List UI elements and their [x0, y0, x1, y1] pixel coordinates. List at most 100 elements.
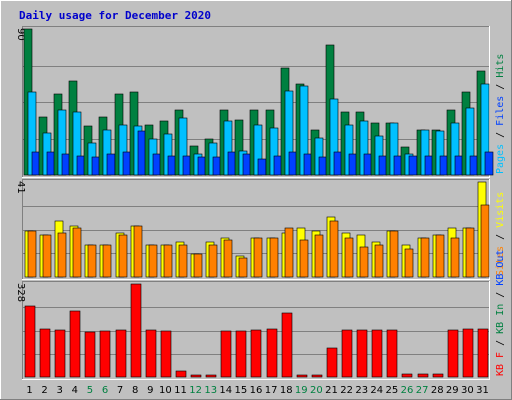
- bar-kb-f-day-8: [130, 283, 142, 378]
- x-tick-day-6: 6: [102, 385, 108, 396]
- y-max-label: 328: [15, 283, 26, 302]
- bar-kb-f-day-18: [281, 312, 293, 378]
- x-tick-day-3: 3: [57, 385, 63, 396]
- x-tick-day-4: 4: [72, 385, 78, 396]
- series-legend: Sites / Visits: [495, 192, 506, 276]
- bar-sites-day-12: [193, 253, 203, 278]
- x-tick-day-13: 13: [204, 385, 217, 396]
- bar-sites-day-16: [253, 237, 263, 278]
- x-tick-day-18: 18: [280, 385, 293, 396]
- bar-sites-day-9: [148, 244, 158, 278]
- legend-part: Pages: [495, 144, 506, 174]
- bar-sites-day-15: [238, 257, 248, 278]
- bar-pages-day-16: [257, 158, 267, 176]
- x-tick-day-8: 8: [132, 385, 138, 396]
- bar-kb-f-day-11: [175, 370, 187, 378]
- x-tick-day-19: 19: [295, 385, 308, 396]
- bar-kb-f-day-26: [401, 373, 413, 378]
- bar-sites-day-22: [344, 237, 354, 278]
- bar-sites-day-1: [27, 230, 37, 278]
- bar-kb-f-day-9: [145, 329, 157, 378]
- bar-sites-day-19: [299, 239, 309, 278]
- series-legend: KB F / KB In / KB Out: [495, 250, 506, 376]
- bar-sites-day-29: [450, 237, 460, 278]
- x-tick-day-29: 29: [446, 385, 459, 396]
- panel-hits-files-pages: 90 Pages / Files / Hits: [15, 26, 506, 178]
- x-tick-day-2: 2: [41, 385, 47, 396]
- x-tick-day-24: 24: [370, 385, 383, 396]
- bar-sites-day-25: [389, 230, 399, 278]
- bar-kb-f-day-28: [432, 373, 444, 378]
- bar-sites-day-31: [480, 204, 490, 278]
- x-tick-day-25: 25: [386, 385, 399, 396]
- bar-sites-day-23: [359, 246, 369, 278]
- x-tick-day-22: 22: [340, 385, 353, 396]
- bar-pages-day-6: [106, 153, 116, 176]
- bar-kb-f-day-24: [371, 329, 383, 378]
- y-max-label: 41: [15, 181, 26, 194]
- bar-kb-f-day-1: [24, 305, 36, 378]
- bar-kb-f-day-2: [39, 328, 51, 378]
- bar-kb-f-day-25: [386, 329, 398, 378]
- bar-kb-f-day-23: [356, 329, 368, 378]
- x-tick-day-17: 17: [265, 385, 278, 396]
- bar-kb-f-day-21: [326, 347, 338, 378]
- bar-kb-f-day-20: [311, 374, 323, 378]
- bar-sites-day-13: [208, 244, 218, 278]
- x-tick-day-1: 1: [26, 385, 32, 396]
- bar-kb-f-day-13: [205, 374, 217, 378]
- bar-sites-day-26: [404, 248, 414, 278]
- legend-part: /: [495, 286, 506, 304]
- bar-kb-f-day-7: [115, 329, 127, 378]
- bar-kb-f-day-14: [220, 330, 232, 378]
- x-tick-day-9: 9: [147, 385, 153, 396]
- bar-sites-day-17: [269, 237, 279, 278]
- bar-sites-day-24: [374, 244, 384, 278]
- panel-kb: 328 KB F / KB In / KB Out: [15, 250, 506, 380]
- bar-sites-day-5: [87, 244, 97, 278]
- legend-part: KB Out: [495, 250, 506, 286]
- bar-kb-f-day-15: [235, 330, 247, 378]
- bar-sites-day-2: [42, 234, 52, 278]
- legend-part: Visits: [495, 192, 506, 228]
- legend-part: /: [495, 78, 506, 96]
- x-tick-day-26: 26: [401, 385, 414, 396]
- bar-sites-day-11: [178, 244, 188, 278]
- x-tick-day-15: 15: [235, 385, 248, 396]
- x-tick-day-5: 5: [87, 385, 93, 396]
- bar-kb-f-day-29: [447, 329, 459, 378]
- bar-kb-f-day-27: [417, 373, 429, 378]
- y-max-label: 90: [15, 28, 26, 41]
- bar-kb-f-day-17: [266, 328, 278, 378]
- bar-sites-day-8: [133, 225, 143, 278]
- bar-kb-f-day-12: [190, 374, 202, 378]
- bar-kb-f-day-22: [341, 329, 353, 378]
- x-tick-day-28: 28: [431, 385, 444, 396]
- bar-sites-day-30: [465, 227, 475, 278]
- legend-part: Sites: [495, 246, 506, 276]
- bar-sites-day-14: [223, 239, 233, 278]
- bar-kb-f-day-31: [477, 328, 489, 378]
- x-tick-day-11: 11: [174, 385, 187, 396]
- legend-part: /: [495, 126, 506, 144]
- chart-title: Daily usage for December 2020: [19, 9, 211, 22]
- bar-sites-day-18: [284, 227, 294, 278]
- x-tick-day-30: 30: [461, 385, 474, 396]
- bar-pages-day-31: [484, 151, 494, 176]
- bar-sites-day-28: [435, 234, 445, 278]
- x-tick-day-23: 23: [355, 385, 368, 396]
- x-tick-day-27: 27: [416, 385, 429, 396]
- x-tick-day-14: 14: [219, 385, 232, 396]
- bar-kb-f-day-6: [99, 330, 111, 378]
- bar-sites-day-10: [163, 244, 173, 278]
- legend-part: KB F: [495, 352, 506, 376]
- legend-part: Hits: [495, 54, 506, 78]
- x-tick-day-12: 12: [189, 385, 202, 396]
- x-tick-day-10: 10: [159, 385, 172, 396]
- legend-part: /: [495, 228, 506, 246]
- x-tick-day-31: 31: [476, 385, 489, 396]
- x-tick-day-21: 21: [325, 385, 338, 396]
- bar-kb-f-day-30: [462, 328, 474, 378]
